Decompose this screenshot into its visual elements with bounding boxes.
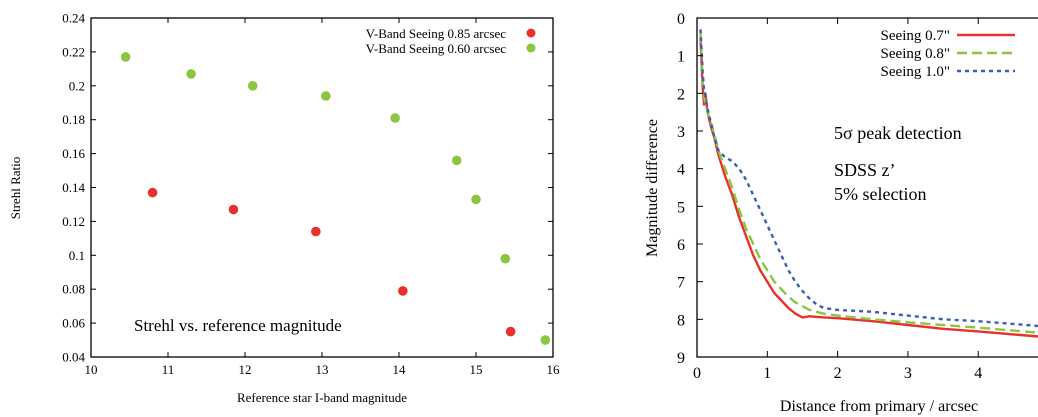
right-y-tick-label-6: 6 [677, 237, 685, 254]
right-series-line-1 [699, 33, 1038, 334]
right-x-tick-label-3: 3 [904, 365, 912, 382]
left-x-ticks: 10 11 12 13 14 15 16 [85, 18, 561, 377]
left-series-1-point-4 [390, 113, 400, 123]
left-x-axis-label: Reference star I-band magnitude [237, 390, 407, 405]
right-legend-label-2: Seeing 1.0" [881, 64, 950, 80]
left-x-tick-label-1: 11 [162, 362, 175, 377]
left-series-1-point-0 [120, 52, 131, 62]
strehl-ratio-scatter-chart: 10 11 12 13 14 15 16 0.040.060.080.10.120.140.… [8, 11, 560, 406]
left-x-tick-label-6: 16 [547, 362, 561, 377]
right-y-tick-label-3: 3 [677, 124, 685, 141]
right-x-tick-label-1: 1 [763, 365, 771, 382]
left-y-tick-label-3: 0.1 [69, 248, 85, 263]
right-x-axis-label: Distance from primary / arcsec [780, 398, 978, 415]
left-series-0-point-3 [398, 286, 408, 296]
right-annotation-selection: 5% selection [834, 184, 926, 204]
left-y-ticks: 0.04 0.06 0.08 0.1 0.12 0.14 0.16 0.18 0.2 0.22 0.… [62, 11, 553, 365]
right-y-axis-label: Magnitude difference [644, 119, 661, 257]
right-y-tick-label-7: 7 [677, 275, 685, 292]
right-y-tick-label-4: 4 [677, 162, 685, 179]
left-series-0-point-1 [228, 204, 239, 215]
left-x-tick-label-2: 12 [239, 362, 252, 377]
right-plot-frame [696, 17, 1038, 358]
left-legend-label-0: V-Band Seeing 0.85 arcsec [366, 26, 507, 41]
left-legend-marker-0 [526, 28, 536, 38]
left-annotation: Strehl vs. reference magnitude [134, 316, 342, 335]
left-y-axis-label: Strehl Ratio [8, 157, 23, 219]
left-legend: V-Band Seeing 0.85 arcsec V-Band Seeing … [366, 26, 536, 56]
left-series-0-point-4 [505, 326, 516, 337]
right-annotation-sdss: SDSS z’ [834, 160, 896, 180]
right-y-tick-label-0: 0 [677, 11, 685, 28]
right-x-tick-label-4: 4 [974, 365, 982, 382]
left-x-tick-label-0: 10 [85, 362, 98, 377]
left-y-tick-label-8: 0.2 [69, 78, 85, 93]
left-y-tick-label-10: 0.24 [62, 11, 85, 26]
left-series-1-point-6 [471, 194, 481, 205]
left-series-1-point-5 [451, 155, 462, 166]
left-x-tick-label-3: 13 [316, 362, 329, 377]
left-x-tick-label-5: 15 [470, 362, 483, 377]
left-y-tick-label-1: 0.06 [62, 316, 85, 331]
right-plot-area [699, 29, 1038, 338]
left-series-1-point-3 [321, 91, 331, 101]
left-plot-area [120, 52, 551, 345]
left-series-1-point-2 [247, 81, 258, 91]
left-y-tick-label-2: 0.08 [62, 282, 85, 297]
right-x-tick-label-2: 2 [834, 365, 842, 382]
right-legend-label-1: Seeing 0.8" [881, 46, 950, 62]
left-legend-marker-1 [526, 43, 536, 53]
left-y-tick-label-6: 0.16 [62, 146, 85, 161]
left-x-tick-label-4: 14 [393, 362, 407, 377]
left-series-0-point-2 [311, 226, 321, 237]
left-series-1-point-1 [186, 69, 196, 79]
right-series-line-0 [699, 36, 1038, 338]
right-y-tick-label-9: 9 [677, 350, 685, 367]
left-series-0-point-0 [147, 187, 158, 198]
left-y-tick-label-0: 0.04 [62, 350, 85, 365]
left-y-tick-label-5: 0.14 [62, 180, 85, 195]
left-y-tick-label-7: 0.18 [62, 112, 85, 127]
right-y-tick-label-5: 5 [677, 199, 685, 216]
right-y-tick-label-2: 2 [677, 86, 685, 103]
left-legend-label-1: V-Band Seeing 0.60 arcsec [366, 41, 507, 56]
left-series-1-point-7 [500, 253, 511, 264]
right-series-line-2 [699, 29, 1038, 328]
magnitude-difference-line-chart: 0 1 2 3 4 5 0 1 2 3 4 5 6 7 8 9 Distance from primary … [644, 11, 1038, 415]
right-legend-label-0: Seeing 0.7" [881, 28, 950, 44]
left-y-tick-label-9: 0.22 [62, 44, 85, 59]
right-y-tick-label-1: 1 [677, 49, 685, 66]
right-legend: Seeing 0.7" Seeing 0.8" Seeing 1.0" [881, 28, 1015, 80]
right-annotation-peak-detection: 5σ peak detection [834, 123, 962, 143]
right-x-tick-label-0: 0 [693, 365, 701, 382]
right-y-tick-label-8: 8 [677, 312, 685, 329]
left-plot-frame [90, 17, 554, 358]
left-series-1-point-8 [540, 335, 551, 345]
left-y-tick-label-4: 0.12 [62, 214, 85, 229]
right-y-ticks: 0 1 2 3 4 5 6 7 8 9 [677, 11, 703, 367]
